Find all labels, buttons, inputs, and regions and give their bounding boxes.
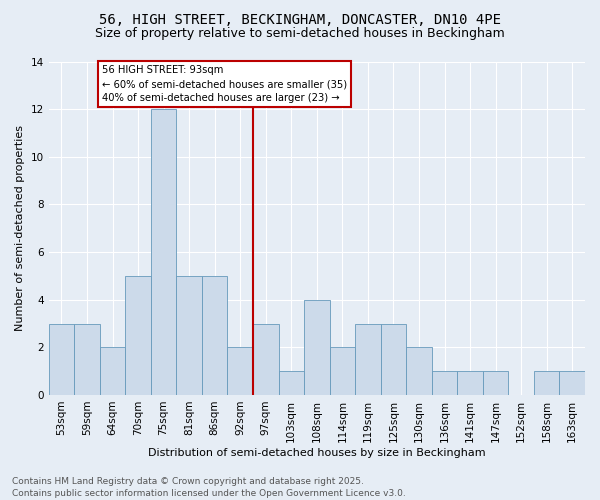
Bar [100,348,125,395]
Text: 56 HIGH STREET: 93sqm
← 60% of semi-detached houses are smaller (35)
40% of semi: 56 HIGH STREET: 93sqm ← 60% of semi-deta… [103,65,347,103]
Bar [432,371,457,395]
Bar [227,348,253,395]
Bar [278,371,304,395]
Bar [457,371,483,395]
Bar [559,371,585,395]
Text: 56, HIGH STREET, BECKINGHAM, DONCASTER, DN10 4PE: 56, HIGH STREET, BECKINGHAM, DONCASTER, … [99,12,501,26]
Bar [49,324,74,395]
Bar [151,109,176,395]
Bar [355,324,380,395]
Y-axis label: Number of semi-detached properties: Number of semi-detached properties [15,125,25,331]
Bar [253,324,278,395]
Bar [534,371,559,395]
Text: Contains HM Land Registry data © Crown copyright and database right 2025.
Contai: Contains HM Land Registry data © Crown c… [12,476,406,498]
Bar [406,348,432,395]
Bar [483,371,508,395]
Bar [125,276,151,395]
Bar [202,276,227,395]
Text: Size of property relative to semi-detached houses in Beckingham: Size of property relative to semi-detach… [95,28,505,40]
Bar [176,276,202,395]
Bar [380,324,406,395]
Bar [74,324,100,395]
Bar [329,348,355,395]
Bar [304,300,329,395]
X-axis label: Distribution of semi-detached houses by size in Beckingham: Distribution of semi-detached houses by … [148,448,485,458]
